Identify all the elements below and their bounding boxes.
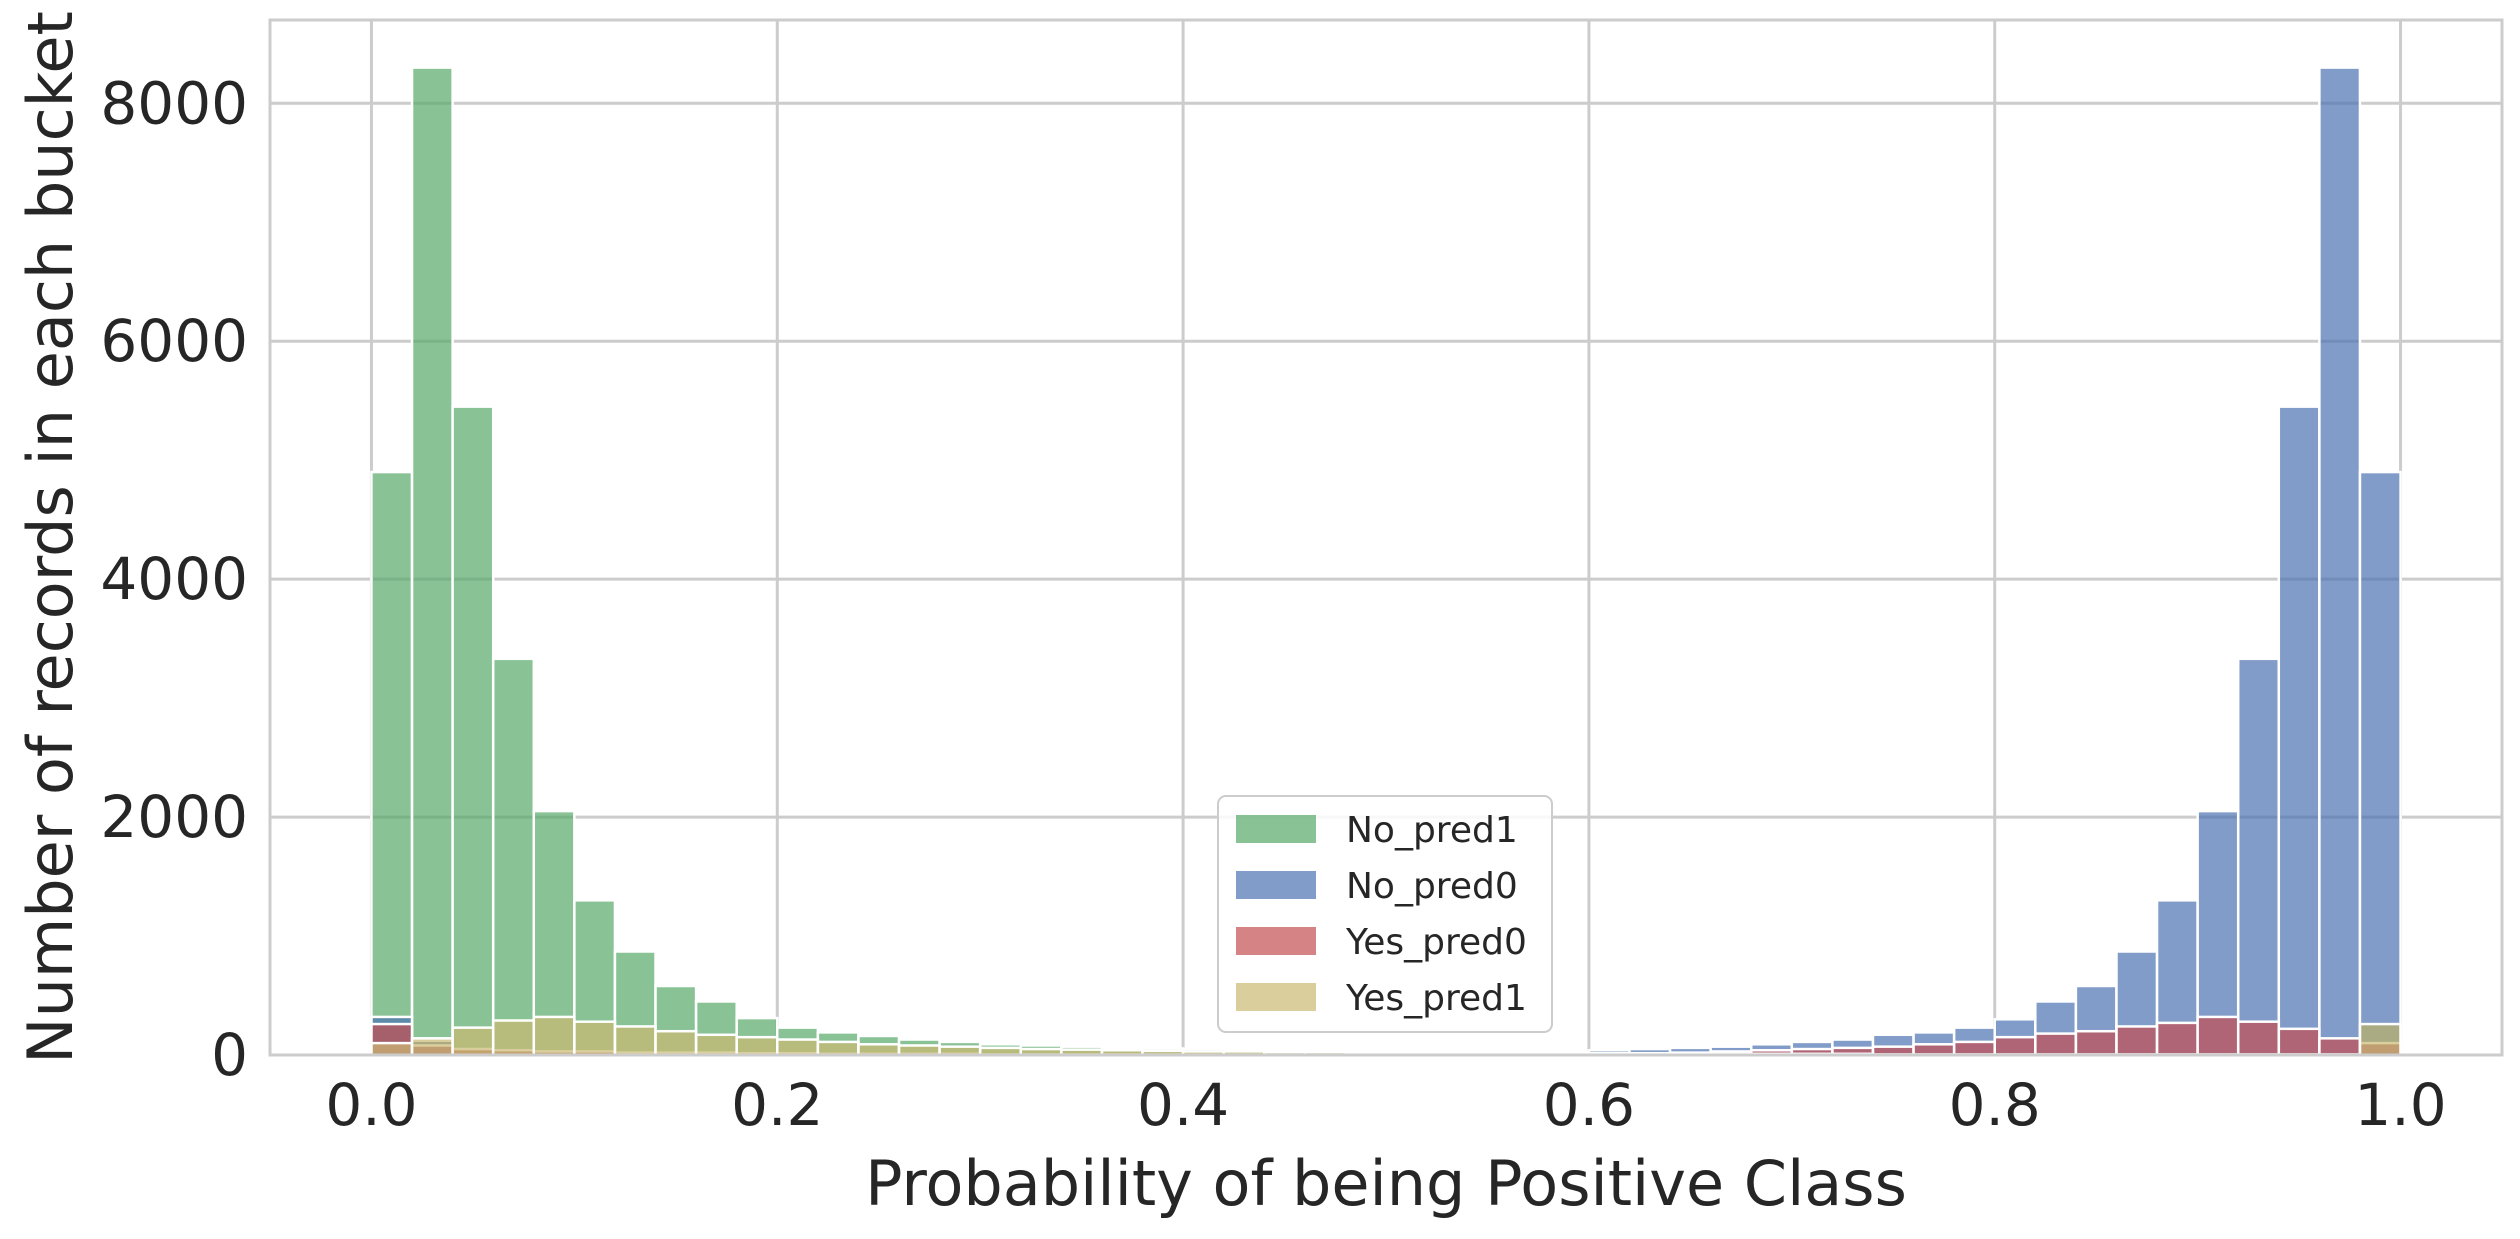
bar (370, 1041, 414, 1057)
bar (694, 1033, 738, 1057)
bar (2034, 1032, 2078, 1057)
bar (857, 1043, 901, 1057)
bar (2318, 1037, 2362, 1057)
bar (2196, 1015, 2240, 1057)
bar (654, 1029, 698, 1057)
bar (613, 1025, 657, 1057)
legend-label: No_pred0 (1346, 866, 1518, 907)
histogram-bars (370, 66, 2402, 1057)
bar (2155, 1021, 2199, 1057)
bar (2277, 1027, 2321, 1057)
bar (2318, 66, 2362, 1057)
bar (370, 470, 414, 1057)
bar (2236, 657, 2281, 1057)
y-tick-label: 6000 (100, 307, 248, 375)
bar (1993, 1035, 2037, 1057)
y-tick-label: 0 (211, 1021, 248, 1089)
legend-label: Yes_pred0 (1345, 922, 1527, 963)
bar (573, 1020, 617, 1057)
legend-item: Yes_pred1 (1236, 978, 1527, 1019)
legend: No_pred1 No_pred0 Yes_pred0 Yes_pred1 (1217, 795, 1553, 1033)
bar (491, 1019, 536, 1057)
legend-item: Yes_pred0 (1236, 922, 1527, 963)
bar (2358, 470, 2402, 1057)
x-tick-label: 0.2 (731, 1071, 823, 1139)
y-axis-label: Number of records in each bucket (14, 11, 87, 1064)
x-tick-labels: 0.0 0.2 0.4 0.6 0.8 1.0 (325, 1071, 2446, 1139)
bar (735, 1035, 779, 1057)
x-tick-label: 1.0 (2354, 1071, 2446, 1139)
y-tick-label: 8000 (100, 69, 248, 137)
x-tick-label: 0.6 (1543, 1071, 1635, 1139)
bar (776, 1038, 820, 1057)
plot-frame (268, 18, 2504, 1057)
bar (816, 1040, 860, 1057)
x-tick-label: 0.0 (325, 1071, 417, 1139)
legend-swatch (1236, 927, 1316, 955)
legend-swatch (1236, 815, 1316, 843)
bar (451, 1026, 495, 1057)
x-tick-label: 0.4 (1137, 1071, 1229, 1139)
bar (2115, 1025, 2159, 1057)
y-tick-label: 4000 (100, 545, 248, 613)
legend-swatch (1236, 871, 1316, 899)
bar (410, 1037, 454, 1057)
legend-item: No_pred0 (1236, 866, 1518, 907)
bar (2358, 1022, 2402, 1057)
x-axis-label: Probability of being Positive Class (865, 1147, 1907, 1220)
y-tick-label: 2000 (100, 783, 248, 851)
legend-label: No_pred1 (1346, 810, 1518, 851)
bar (1952, 1040, 1996, 1057)
bar (532, 1015, 576, 1057)
bar (2236, 1020, 2281, 1057)
y-tick-labels: 0 2000 4000 6000 8000 (100, 69, 248, 1089)
legend-item: No_pred1 (1236, 810, 1518, 851)
bar (532, 809, 576, 1057)
bar (491, 657, 536, 1057)
bar (2074, 1029, 2118, 1057)
bar (2277, 405, 2321, 1057)
x-tick-label: 0.8 (1949, 1071, 2041, 1139)
bar (410, 66, 454, 1057)
legend-swatch (1236, 983, 1316, 1011)
legend-label: Yes_pred1 (1345, 978, 1527, 1019)
bar (451, 405, 495, 1057)
legend-box (1217, 795, 1553, 1033)
